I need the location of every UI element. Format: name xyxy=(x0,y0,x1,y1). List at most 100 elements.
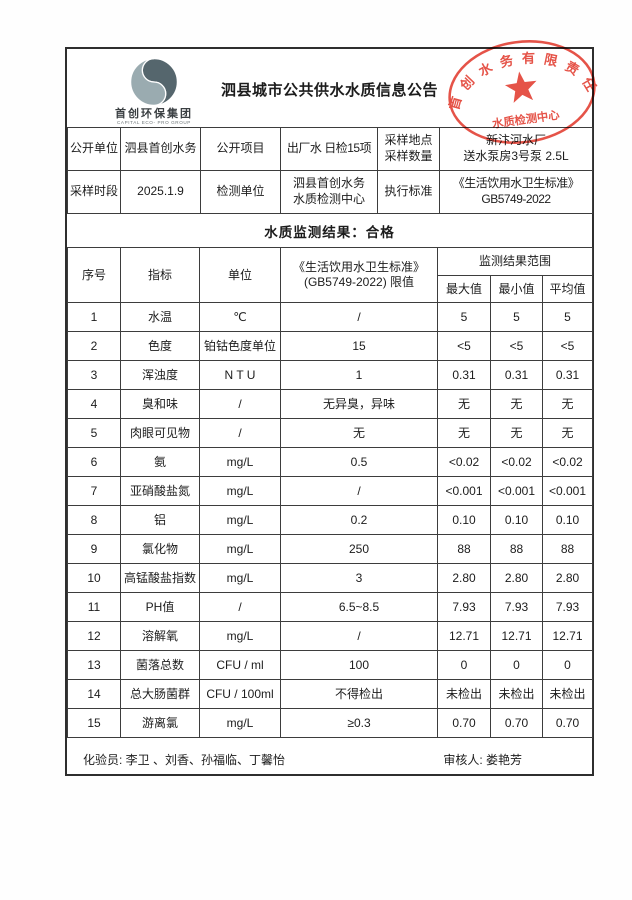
cell-limit: 250 xyxy=(280,534,438,564)
cell-max: 88 xyxy=(437,534,491,564)
cell-min: 12.71 xyxy=(490,621,543,651)
table-row: 2 色度 铂钴色度单位 15 <5 <5 <5 xyxy=(67,331,594,361)
info-value-sample-site: 新汴河水厂 送水泵房3号泵 2.5L xyxy=(439,127,593,171)
cell-indicator: 游离氯 xyxy=(120,708,200,738)
cell-limit: 100 xyxy=(280,650,438,680)
info-label-test-unit: 检测单位 xyxy=(200,170,281,214)
results-table: 序号 指标 单位 《生活饮用水卫生标准》 (GB5749-2022) 限值 监测… xyxy=(67,247,594,738)
cell-max: 无 xyxy=(437,389,491,419)
cell-min: 7.93 xyxy=(490,592,543,622)
cell-limit: 0.2 xyxy=(280,505,438,535)
cell-limit: 无异臭，异味 xyxy=(280,389,438,419)
cell-unit: / xyxy=(199,418,281,448)
cell-no: 6 xyxy=(67,447,121,477)
table-row: 15 游离氯 mg/L ≥0.3 0.70 0.70 0.70 xyxy=(67,708,594,738)
cell-min: 0.70 xyxy=(490,708,543,738)
cell-no: 9 xyxy=(67,534,121,564)
table-row: 9 氯化物 mg/L 250 88 88 88 xyxy=(67,534,594,564)
cell-unit: mg/L xyxy=(199,708,281,738)
info-row-2: 采样时段 2025.1.9 检测单位 泗县首创水务 水质检测中心 执行标准 《生… xyxy=(67,170,593,214)
col-header-max: 最大值 xyxy=(437,275,491,303)
cell-unit: / xyxy=(199,389,281,419)
cell-limit: ≥0.3 xyxy=(280,708,438,738)
cell-limit: 6.5~8.5 xyxy=(280,592,438,622)
cell-no: 7 xyxy=(67,476,121,506)
cell-indicator: 氯化物 xyxy=(120,534,200,564)
info-label-public-item: 公开项目 xyxy=(200,127,281,171)
cell-no: 15 xyxy=(67,708,121,738)
cell-avg: 0 xyxy=(541,650,594,680)
cell-max: 5 xyxy=(437,302,491,332)
cell-max: 2.80 xyxy=(437,563,491,593)
cell-limit: 1 xyxy=(280,360,438,390)
cell-min: 未检出 xyxy=(490,679,543,709)
cell-unit: N T U xyxy=(199,360,281,390)
table-row: 13 菌落总数 CFU / ml 100 0 0 0 xyxy=(67,650,594,680)
cell-no: 13 xyxy=(67,650,121,680)
cell-indicator: 氨 xyxy=(120,447,200,477)
cell-indicator: 浑浊度 xyxy=(120,360,200,390)
cell-unit: mg/L xyxy=(199,476,281,506)
cell-no: 10 xyxy=(67,563,121,593)
info-label-sample-period: 采样时段 xyxy=(67,170,121,214)
cell-max: 0 xyxy=(437,650,491,680)
cell-indicator: 铝 xyxy=(120,505,200,535)
cell-no: 11 xyxy=(67,592,121,622)
cell-limit: 0.5 xyxy=(280,447,438,477)
cell-max: 0.70 xyxy=(437,708,491,738)
page-title: 泗县城市公共供水水质信息公告 xyxy=(220,82,438,99)
info-label-sample-site: 采样地点 采样数量 xyxy=(377,127,440,171)
cell-min: 0.10 xyxy=(490,505,543,535)
cell-avg: 2.80 xyxy=(541,563,594,593)
cell-unit: CFU / ml xyxy=(199,650,281,680)
cell-max: 0.31 xyxy=(437,360,491,390)
cell-avg: 12.71 xyxy=(541,621,594,651)
col-header-no: 序号 xyxy=(67,247,121,303)
cell-unit: 铂钴色度单位 xyxy=(199,331,281,361)
cell-unit: mg/L xyxy=(199,534,281,564)
table-row: 14 总大肠菌群 CFU / 100ml 不得检出 未检出 未检出 未检出 xyxy=(67,679,594,709)
cell-avg: 无 xyxy=(541,389,594,419)
cell-no: 12 xyxy=(67,621,121,651)
col-header-min: 最小值 xyxy=(490,275,543,303)
cell-limit: / xyxy=(280,302,438,332)
cell-unit: mg/L xyxy=(199,447,281,477)
company-logo: 首创环保集团 CAPITAL ECO- PRO GROUP xyxy=(95,56,213,126)
cell-avg: 88 xyxy=(541,534,594,564)
cell-indicator: PH值 xyxy=(120,592,200,622)
cell-unit: mg/L xyxy=(199,505,281,535)
info-table: 公开单位 泗县首创水务 公开项目 出厂水 日检15项 采样地点 采样数量 新汴河… xyxy=(67,127,593,214)
cell-indicator: 色度 xyxy=(120,331,200,361)
cell-avg: 0.10 xyxy=(541,505,594,535)
cell-no: 14 xyxy=(67,679,121,709)
results-header-row-2: 最大值 最小值 平均值 xyxy=(68,275,594,303)
logo-swirl-icon xyxy=(129,57,179,107)
cell-unit: / xyxy=(199,592,281,622)
info-value-standard: 《生活饮用水卫生标准》 GB5749-2022 xyxy=(439,170,593,214)
cell-min: 5 xyxy=(490,302,543,332)
cell-indicator: 总大肠菌群 xyxy=(120,679,200,709)
cell-avg: 0.70 xyxy=(541,708,594,738)
table-row: 5 肉眼可见物 / 无 无 无 无 xyxy=(67,418,594,448)
results-tbody: 1 水温 ℃ / 5 5 5 2 色度 铂钴色度单位 15 <5 <5 <5 3… xyxy=(67,302,594,738)
cell-limit: 不得检出 xyxy=(280,679,438,709)
cell-max: 7.93 xyxy=(437,592,491,622)
cell-no: 5 xyxy=(67,418,121,448)
col-header-limit: 《生活饮用水卫生标准》 (GB5749-2022) 限值 xyxy=(280,247,438,303)
cell-avg: 7.93 xyxy=(541,592,594,622)
cell-min: 无 xyxy=(490,418,543,448)
cell-min: 0.31 xyxy=(490,360,543,390)
info-label-standard: 执行标准 xyxy=(377,170,440,214)
cell-min: 0 xyxy=(490,650,543,680)
table-row: 4 臭和味 / 无异臭，异味 无 无 无 xyxy=(67,389,594,419)
cell-unit: ℃ xyxy=(199,302,281,332)
table-row: 11 PH值 / 6.5~8.5 7.93 7.93 7.93 xyxy=(67,592,594,622)
stamp-company-text: 泗县首创水务有限责任公司 xyxy=(436,23,601,115)
table-row: 7 亚硝酸盐氮 mg/L / <0.001 <0.001 <0.001 xyxy=(67,476,594,506)
cell-min: <0.001 xyxy=(490,476,543,506)
logo-company-name: 首创环保集团 xyxy=(115,108,193,120)
cell-max: <5 xyxy=(437,331,491,361)
cell-no: 3 xyxy=(67,360,121,390)
cell-no: 1 xyxy=(67,302,121,332)
